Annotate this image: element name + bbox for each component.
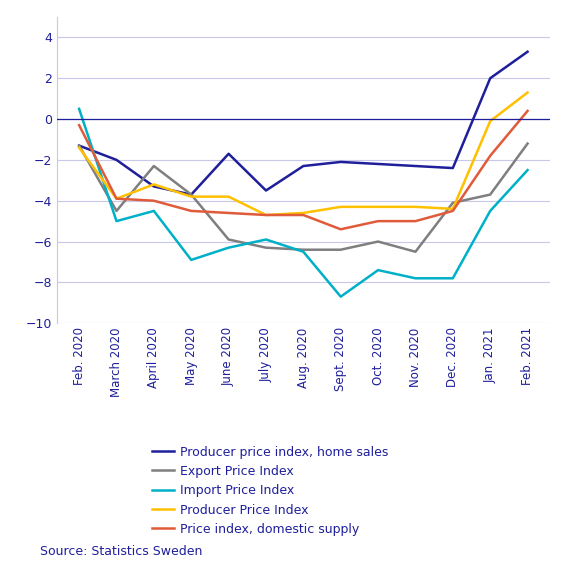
Price index, domestic supply — [337, 226, 344, 232]
Line: Import Price Index: Import Price Index — [79, 109, 527, 297]
Import Price Index — [524, 167, 531, 174]
Producer Price Index — [188, 193, 194, 200]
Import Price Index — [263, 236, 269, 243]
Import Price Index — [113, 218, 120, 225]
Import Price Index — [450, 275, 456, 282]
Producer Price Index — [450, 205, 456, 212]
Producer price index, home sales — [188, 191, 194, 198]
Import Price Index — [76, 105, 83, 112]
Import Price Index — [300, 248, 307, 255]
Producer price index, home sales — [524, 48, 531, 55]
Export Price Index — [487, 191, 494, 198]
Producer price index, home sales — [337, 159, 344, 166]
Price index, domestic supply — [263, 211, 269, 218]
Legend: Producer price index, home sales, Export Price Index, Import Price Index, Produc: Producer price index, home sales, Export… — [152, 446, 389, 536]
Price index, domestic supply — [487, 153, 494, 159]
Export Price Index — [188, 191, 194, 198]
Producer price index, home sales — [450, 164, 456, 171]
Price index, domestic supply — [300, 211, 307, 218]
Import Price Index — [337, 293, 344, 300]
Price index, domestic supply — [412, 218, 419, 225]
Export Price Index — [412, 248, 419, 255]
Export Price Index — [150, 163, 157, 170]
Producer Price Index — [300, 210, 307, 217]
Import Price Index — [188, 256, 194, 263]
Line: Export Price Index: Export Price Index — [79, 143, 527, 252]
Export Price Index — [450, 200, 456, 206]
Producer Price Index — [225, 193, 232, 200]
Import Price Index — [225, 244, 232, 251]
Producer price index, home sales — [225, 150, 232, 157]
Export Price Index — [225, 236, 232, 243]
Producer Price Index — [76, 144, 83, 151]
Price index, domestic supply — [375, 218, 382, 225]
Price index, domestic supply — [225, 210, 232, 217]
Producer Price Index — [375, 204, 382, 210]
Import Price Index — [150, 208, 157, 214]
Producer Price Index — [150, 181, 157, 188]
Line: Producer price index, home sales: Producer price index, home sales — [79, 52, 527, 194]
Export Price Index — [337, 246, 344, 253]
Import Price Index — [412, 275, 419, 282]
Export Price Index — [375, 238, 382, 245]
Export Price Index — [113, 208, 120, 214]
Producer price index, home sales — [375, 160, 382, 167]
Text: Source: Statistics Sweden: Source: Statistics Sweden — [40, 545, 202, 558]
Producer Price Index — [337, 204, 344, 210]
Producer price index, home sales — [300, 163, 307, 170]
Price index, domestic supply — [113, 195, 120, 202]
Producer Price Index — [487, 118, 494, 125]
Producer price index, home sales — [150, 183, 157, 190]
Producer price index, home sales — [76, 142, 83, 149]
Producer Price Index — [263, 211, 269, 218]
Line: Producer Price Index: Producer Price Index — [79, 92, 527, 215]
Producer price index, home sales — [263, 187, 269, 194]
Producer Price Index — [412, 204, 419, 210]
Price index, domestic supply — [188, 208, 194, 214]
Producer price index, home sales — [113, 156, 120, 163]
Line: Price index, domestic supply: Price index, domestic supply — [79, 111, 527, 229]
Import Price Index — [375, 266, 382, 273]
Price index, domestic supply — [450, 208, 456, 214]
Export Price Index — [263, 244, 269, 251]
Producer price index, home sales — [412, 163, 419, 170]
Producer Price Index — [113, 195, 120, 202]
Export Price Index — [76, 142, 83, 149]
Price index, domestic supply — [524, 108, 531, 115]
Producer price index, home sales — [487, 75, 494, 82]
Import Price Index — [487, 208, 494, 214]
Price index, domestic supply — [76, 122, 83, 129]
Export Price Index — [300, 246, 307, 253]
Price index, domestic supply — [150, 197, 157, 204]
Producer Price Index — [524, 89, 531, 96]
Export Price Index — [524, 140, 531, 147]
